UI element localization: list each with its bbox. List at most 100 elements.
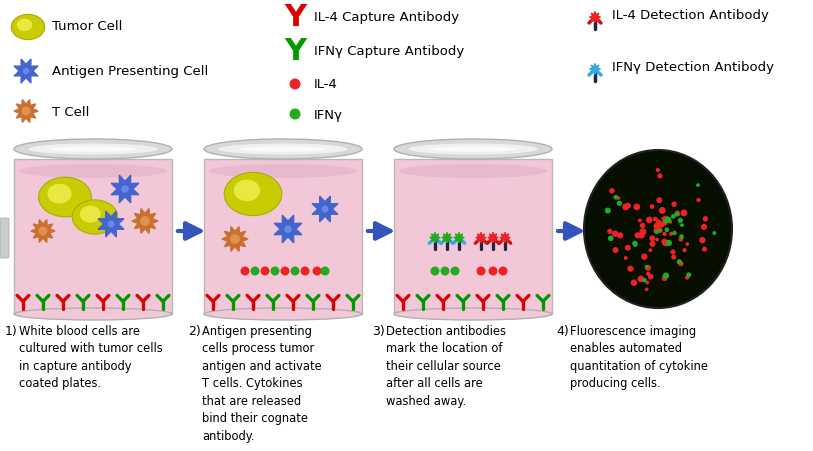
Ellipse shape xyxy=(394,308,552,320)
Circle shape xyxy=(656,198,663,204)
Text: Tumor Cell: Tumor Cell xyxy=(52,19,123,32)
Circle shape xyxy=(662,276,667,281)
Circle shape xyxy=(609,189,615,194)
Text: Antigen presenting
cells process tumor
antigen and activate
T cells. Cytokines
t: Antigen presenting cells process tumor a… xyxy=(202,324,322,442)
Ellipse shape xyxy=(47,184,72,204)
Text: Fluorescence imaging
enables automated
quantitation of cytokine
producing cells.: Fluorescence imaging enables automated q… xyxy=(570,324,708,390)
Circle shape xyxy=(20,65,33,78)
Circle shape xyxy=(666,240,672,247)
Polygon shape xyxy=(274,216,302,244)
Text: IFNγ Capture Antibody: IFNγ Capture Antibody xyxy=(314,46,464,58)
Ellipse shape xyxy=(218,144,348,155)
Circle shape xyxy=(607,229,612,235)
Text: White blood cells are
cultured with tumor cells
in capture antibody
coated plate: White blood cells are cultured with tumo… xyxy=(19,324,163,390)
Circle shape xyxy=(301,267,310,276)
Circle shape xyxy=(633,243,637,248)
Circle shape xyxy=(280,267,289,276)
Circle shape xyxy=(616,197,620,201)
Text: T Cell: T Cell xyxy=(52,105,89,118)
Circle shape xyxy=(699,238,706,244)
Polygon shape xyxy=(441,233,452,243)
Circle shape xyxy=(280,222,296,237)
Ellipse shape xyxy=(429,147,516,152)
Ellipse shape xyxy=(209,165,357,179)
Circle shape xyxy=(625,245,631,251)
Circle shape xyxy=(646,272,650,276)
Circle shape xyxy=(450,267,459,276)
Text: Y: Y xyxy=(284,37,306,66)
Circle shape xyxy=(663,240,669,247)
Circle shape xyxy=(646,267,650,271)
Text: IL-4: IL-4 xyxy=(314,78,338,91)
Circle shape xyxy=(672,255,676,260)
Circle shape xyxy=(612,231,619,237)
Circle shape xyxy=(645,265,649,269)
Circle shape xyxy=(654,223,660,230)
Circle shape xyxy=(658,222,664,228)
FancyBboxPatch shape xyxy=(0,219,9,258)
Ellipse shape xyxy=(234,180,260,202)
Circle shape xyxy=(628,266,633,272)
Circle shape xyxy=(674,212,679,217)
Text: 2): 2) xyxy=(188,324,201,337)
Circle shape xyxy=(271,267,280,276)
Circle shape xyxy=(608,236,614,242)
Circle shape xyxy=(121,186,128,193)
Text: 4): 4) xyxy=(556,324,569,337)
Circle shape xyxy=(638,219,641,223)
Circle shape xyxy=(290,267,299,276)
Polygon shape xyxy=(454,233,464,243)
Circle shape xyxy=(104,217,118,232)
Circle shape xyxy=(696,184,700,188)
Polygon shape xyxy=(476,233,486,243)
Circle shape xyxy=(658,174,663,179)
Circle shape xyxy=(646,281,649,285)
FancyBboxPatch shape xyxy=(14,160,172,314)
Circle shape xyxy=(648,274,654,280)
Circle shape xyxy=(668,221,672,224)
Circle shape xyxy=(679,235,684,239)
Circle shape xyxy=(320,267,329,276)
Circle shape xyxy=(624,257,628,260)
Circle shape xyxy=(140,216,150,226)
Circle shape xyxy=(678,262,684,267)
Circle shape xyxy=(637,276,644,283)
Ellipse shape xyxy=(72,200,118,235)
Circle shape xyxy=(38,227,47,236)
Circle shape xyxy=(662,217,667,222)
Ellipse shape xyxy=(204,140,362,160)
Circle shape xyxy=(663,232,667,236)
Circle shape xyxy=(612,248,619,253)
Circle shape xyxy=(654,227,661,234)
Polygon shape xyxy=(430,233,440,243)
Circle shape xyxy=(663,273,669,279)
Ellipse shape xyxy=(224,173,282,216)
Circle shape xyxy=(646,217,653,224)
Circle shape xyxy=(676,213,680,216)
Circle shape xyxy=(696,198,701,202)
Circle shape xyxy=(682,249,687,253)
Circle shape xyxy=(289,109,301,120)
Circle shape xyxy=(605,208,611,214)
Ellipse shape xyxy=(14,140,172,160)
Polygon shape xyxy=(589,64,601,75)
Text: Antigen Presenting Cell: Antigen Presenting Cell xyxy=(52,65,208,78)
Circle shape xyxy=(712,231,716,235)
Circle shape xyxy=(665,217,672,223)
Circle shape xyxy=(633,241,637,247)
FancyBboxPatch shape xyxy=(204,160,362,314)
Circle shape xyxy=(650,205,654,209)
Text: 3): 3) xyxy=(372,324,385,337)
Circle shape xyxy=(260,267,269,276)
Ellipse shape xyxy=(80,206,101,223)
Circle shape xyxy=(654,228,659,235)
FancyBboxPatch shape xyxy=(394,160,552,314)
Circle shape xyxy=(658,230,662,233)
Ellipse shape xyxy=(17,19,33,32)
Circle shape xyxy=(614,195,618,200)
Circle shape xyxy=(653,217,658,222)
Circle shape xyxy=(669,232,673,236)
Circle shape xyxy=(655,238,659,242)
Circle shape xyxy=(662,220,667,226)
Circle shape xyxy=(441,267,450,276)
